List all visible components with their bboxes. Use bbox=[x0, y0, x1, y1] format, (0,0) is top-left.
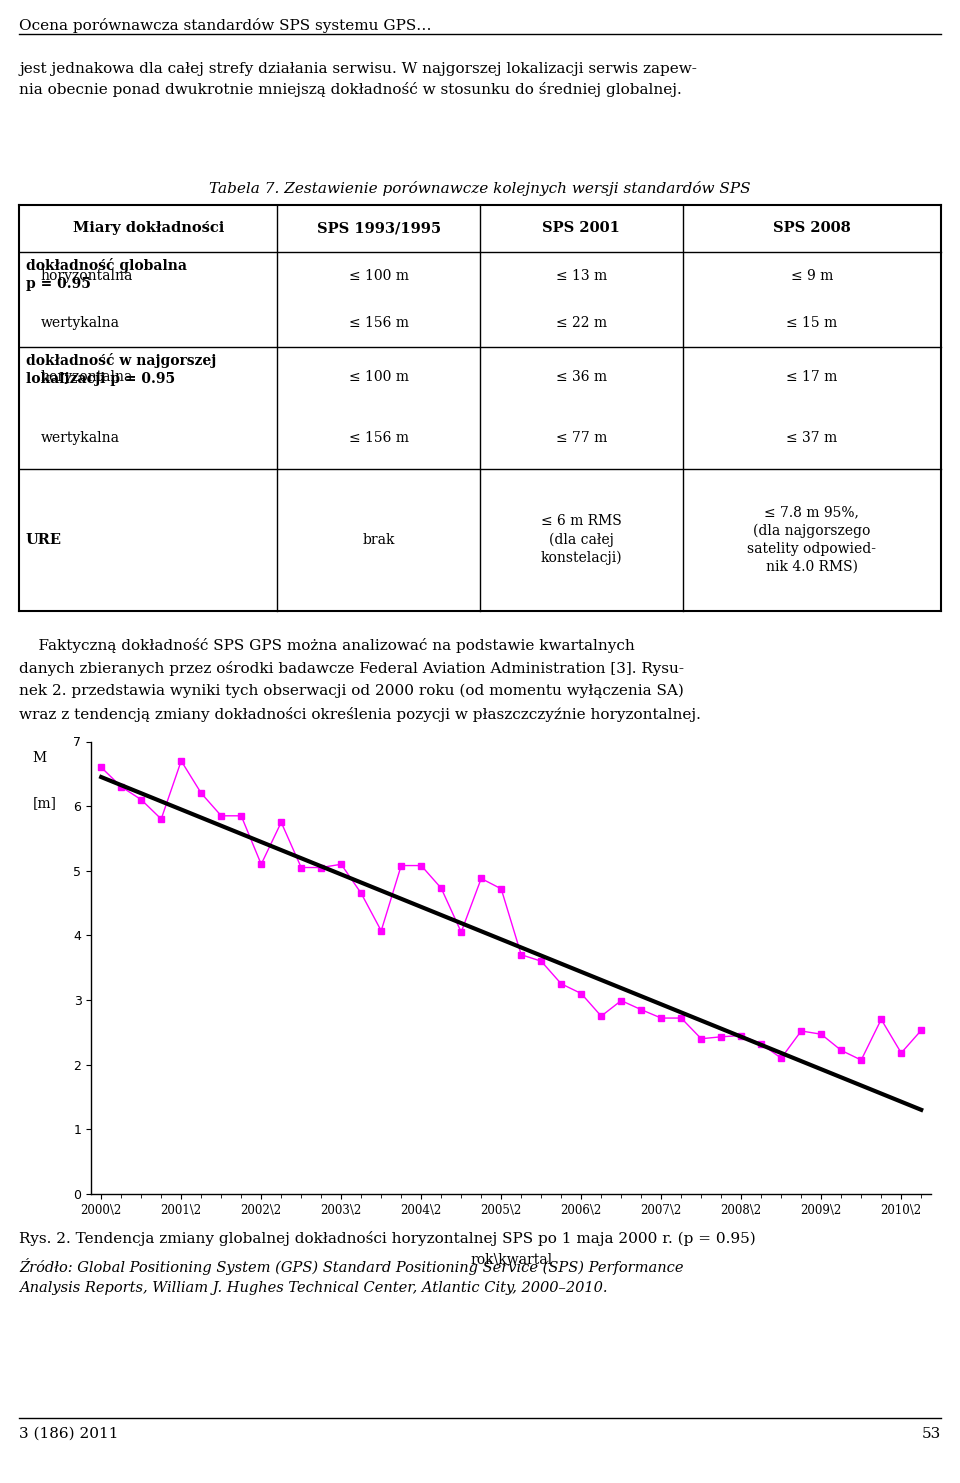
Text: ≤ 15 m: ≤ 15 m bbox=[786, 316, 837, 331]
Text: Analysis Reports, William J. Hughes Technical Center, Atlantic City, 2000–2010.: Analysis Reports, William J. Hughes Tech… bbox=[19, 1281, 608, 1295]
Text: wertykalna: wertykalna bbox=[40, 316, 119, 331]
Text: [m]: [m] bbox=[33, 796, 57, 810]
Text: dokładność globalna
p = 0.95: dokładność globalna p = 0.95 bbox=[26, 258, 187, 292]
Text: jest jednakowa dla całej strefy działania serwisu. W najgorszej lokalizacji serw: jest jednakowa dla całej strefy działani… bbox=[19, 62, 697, 98]
Text: wraz z tendencją zmiany dokładności określenia pozycji w płaszczczyźnie horyzont: wraz z tendencją zmiany dokładności okre… bbox=[19, 707, 701, 722]
Text: Rys. 2. Tendencja zmiany globalnej dokładności horyzontalnej SPS po 1 maja 2000 : Rys. 2. Tendencja zmiany globalnej dokła… bbox=[19, 1231, 756, 1246]
X-axis label: rok\kwartal: rok\kwartal bbox=[470, 1253, 552, 1266]
Text: SPS 2008: SPS 2008 bbox=[773, 221, 851, 236]
Text: ≤ 13 m: ≤ 13 m bbox=[556, 268, 607, 283]
Text: Ocena porównawcza standardów SPS systemu GPS…: Ocena porównawcza standardów SPS systemu… bbox=[19, 18, 432, 33]
Text: SPS 2001: SPS 2001 bbox=[542, 221, 620, 236]
Text: horyzontalna: horyzontalna bbox=[40, 371, 132, 384]
Text: nek 2. przedstawia wyniki tych obserwacji od 2000 roku (od momentu wyłączenia SA: nek 2. przedstawia wyniki tych obserwacj… bbox=[19, 684, 684, 698]
Text: ≤ 7.8 m 95%,
(dla najgorszego
satelity odpowied-
nik 4.0 RMS): ≤ 7.8 m 95%, (dla najgorszego satelity o… bbox=[747, 506, 876, 574]
Text: horyzontalna: horyzontalna bbox=[40, 268, 132, 283]
Text: Faktyczną dokładność SPS GPS można analizować na podstawie kwartalnych: Faktyczną dokładność SPS GPS można anali… bbox=[19, 638, 635, 653]
Text: ≤ 77 m: ≤ 77 m bbox=[556, 432, 607, 445]
Text: URE: URE bbox=[26, 532, 61, 547]
Text: ≤ 36 m: ≤ 36 m bbox=[556, 371, 607, 384]
Text: 3 (186) 2011: 3 (186) 2011 bbox=[19, 1427, 119, 1440]
Text: Źródło: Global Positioning System (GPS) Standard Positioning Service (SPS) Perfo: Źródło: Global Positioning System (GPS) … bbox=[19, 1258, 684, 1274]
Text: Miary dokładności: Miary dokładności bbox=[73, 221, 224, 236]
Text: SPS 1993/1995: SPS 1993/1995 bbox=[317, 221, 441, 236]
Text: ≤ 156 m: ≤ 156 m bbox=[348, 316, 409, 331]
Text: brak: brak bbox=[362, 532, 395, 547]
Text: danych zbieranych przez ośrodki badawcze Federal Aviation Administration [3]. Ry: danych zbieranych przez ośrodki badawcze… bbox=[19, 661, 684, 676]
Text: wertykalna: wertykalna bbox=[40, 432, 119, 445]
Text: ≤ 17 m: ≤ 17 m bbox=[786, 371, 837, 384]
Text: ≤ 100 m: ≤ 100 m bbox=[348, 371, 409, 384]
Text: Tabela 7. Zestawienie porównawcze kolejnych wersji standardów SPS: Tabela 7. Zestawienie porównawcze kolejn… bbox=[209, 181, 751, 196]
Text: ≤ 156 m: ≤ 156 m bbox=[348, 432, 409, 445]
Text: ≤ 37 m: ≤ 37 m bbox=[786, 432, 837, 445]
Text: ≤ 9 m: ≤ 9 m bbox=[791, 268, 833, 283]
Text: ≤ 100 m: ≤ 100 m bbox=[348, 268, 409, 283]
Text: M: M bbox=[33, 750, 46, 765]
Text: ≤ 22 m: ≤ 22 m bbox=[556, 316, 607, 331]
Text: dokładność w najgorszej
lokalizacji p = 0.95: dokładność w najgorszej lokalizacji p = … bbox=[26, 353, 216, 387]
Text: ≤ 6 m RMS
(dla całej
konstelacji): ≤ 6 m RMS (dla całej konstelacji) bbox=[540, 515, 622, 565]
Text: 53: 53 bbox=[922, 1427, 941, 1440]
